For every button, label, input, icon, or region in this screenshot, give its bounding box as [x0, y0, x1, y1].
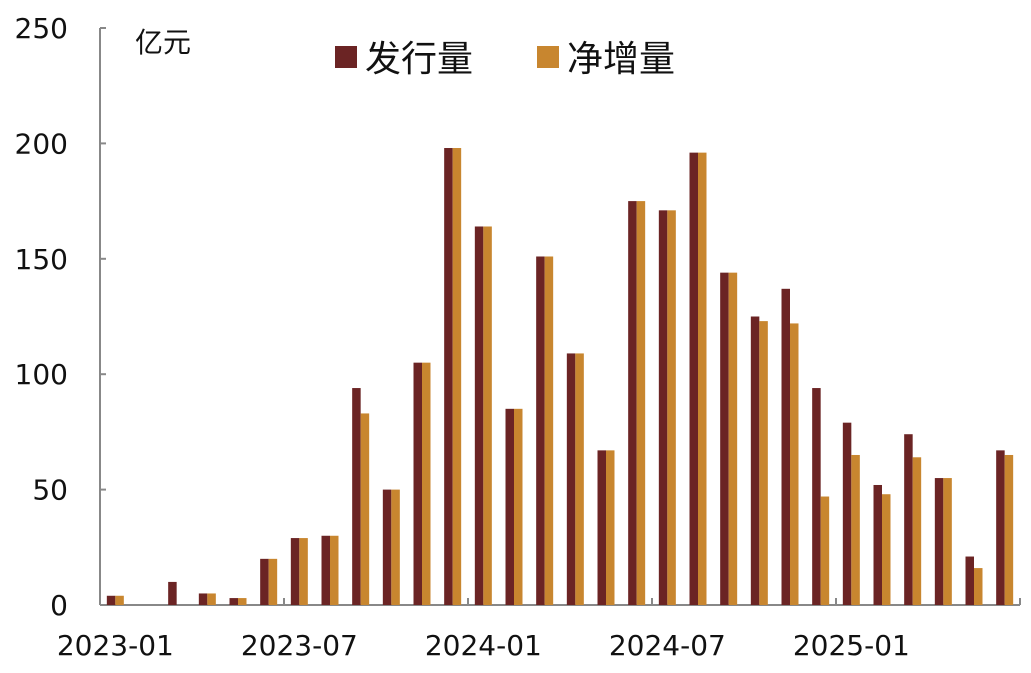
bar-issuance: [597, 450, 606, 605]
x-tick-label: 2025-01: [793, 629, 910, 662]
legend-label-issuance: 发行量: [365, 39, 473, 80]
bar-issuance: [904, 434, 913, 605]
bar-net-increase: [299, 538, 308, 605]
bar-net-increase: [422, 362, 431, 605]
unit-label: 亿元: [135, 26, 191, 59]
bar-issuance: [689, 152, 698, 605]
bar-net-increase: [391, 489, 400, 605]
y-tick-label: 50: [32, 474, 68, 507]
bar-issuance: [106, 595, 116, 605]
bar-issuance: [352, 388, 361, 605]
bar-issuance: [229, 598, 238, 605]
bar-issuance: [873, 484, 882, 605]
y-tick-label: 0: [50, 589, 68, 622]
bar-issuance: [198, 593, 208, 605]
bar-issuance: [934, 478, 944, 605]
tick-labels: 0 50 100 150 200 250 2023-01 2023-07 2024-01 2024…: [15, 12, 910, 662]
bar-net-increase: [882, 494, 891, 605]
bar-net-increase: [636, 201, 646, 605]
bar-net-increase: [514, 408, 523, 605]
bar-issuance: [321, 535, 330, 605]
bar-issuance: [413, 362, 422, 605]
bar-issuance: [842, 422, 852, 605]
bar-net-increase: [606, 450, 615, 605]
bar-net-increase: [330, 535, 339, 605]
bar-issuance: [444, 148, 453, 606]
bar-net-increase: [851, 454, 860, 605]
bar-issuance: [474, 226, 484, 605]
bars: [106, 148, 1014, 606]
bar-net-increase: [207, 593, 216, 605]
bar-issuance: [505, 408, 514, 605]
bar-issuance: [812, 388, 821, 605]
bar-net-increase: [483, 226, 492, 605]
bar-issuance: [781, 288, 790, 605]
bar-net-increase: [974, 568, 983, 605]
bar-net-increase: [667, 210, 676, 605]
bar-net-increase: [698, 152, 707, 605]
bar-issuance: [658, 210, 668, 605]
y-tick-label: 250: [15, 12, 68, 45]
bar-issuance: [290, 538, 300, 605]
legend-swatch-net-increase: [537, 46, 559, 68]
bar-net-increase: [790, 323, 799, 605]
bar-net-increase: [452, 148, 462, 606]
legend-swatch-issuance: [335, 46, 357, 68]
bar-net-increase: [115, 595, 124, 605]
legend: 发行量 净增量: [335, 39, 675, 80]
bar-net-increase: [268, 558, 278, 605]
bar-net-increase: [238, 598, 247, 605]
bar-net-increase: [943, 478, 952, 605]
bar-net-increase: [544, 256, 554, 605]
x-tick-label: 2024-01: [425, 629, 542, 662]
bar-issuance: [260, 558, 269, 605]
y-tick-label: 100: [15, 358, 68, 391]
bar-issuance: [536, 256, 545, 605]
x-tick-label: 2023-07: [241, 629, 358, 662]
bar-issuance: [720, 272, 729, 605]
bar-issuance: [566, 353, 576, 605]
bar-issuance: [628, 201, 637, 605]
bar-net-increase: [912, 457, 922, 605]
y-tick-label: 150: [15, 243, 68, 276]
bar-issuance: [382, 489, 392, 605]
bar-issuance: [750, 316, 760, 605]
y-tick-label: 200: [15, 127, 68, 160]
bar-issuance: [168, 581, 177, 605]
bar-net-increase: [1004, 454, 1014, 605]
bar-net-increase: [575, 353, 584, 605]
x-tick-label: 2024-07: [609, 629, 726, 662]
legend-label-net-increase: 净增量: [567, 39, 675, 80]
axes: [99, 27, 1021, 606]
bar-net-increase: [759, 321, 768, 605]
x-tick-label: 2023-01: [57, 629, 174, 662]
bar-net-increase: [360, 413, 370, 605]
bar-issuance: [996, 450, 1005, 605]
bar-net-increase: [820, 496, 830, 605]
bar-net-increase: [728, 272, 738, 605]
bar-issuance: [965, 556, 974, 605]
